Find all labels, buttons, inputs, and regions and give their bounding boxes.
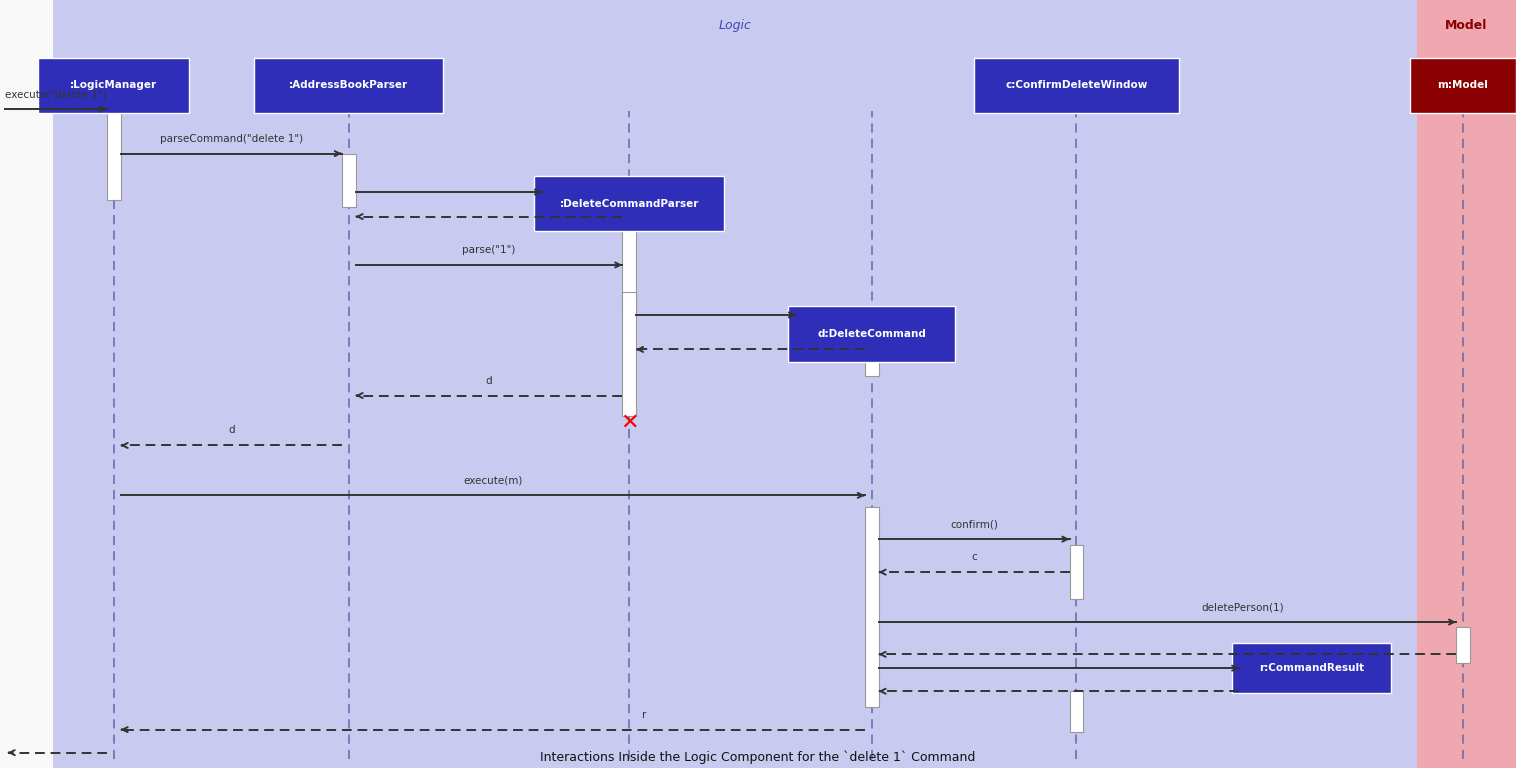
Text: deletePerson(1): deletePerson(1) [1202, 602, 1284, 612]
Text: confirm(): confirm() [951, 519, 998, 529]
Text: parseCommand("delete 1"): parseCommand("delete 1") [159, 134, 303, 144]
Bar [343, 154, 355, 207]
Text: execute(m): execute(m) [462, 475, 523, 485]
Bar [1070, 691, 1082, 732]
Text: :DeleteCommandParser: :DeleteCommandParser [559, 198, 699, 209]
Text: r:CommandResult: r:CommandResult [1258, 663, 1364, 674]
Text: :LogicManager: :LogicManager [70, 80, 158, 91]
Bar [1070, 545, 1082, 599]
Text: c: c [972, 552, 976, 562]
Text: c:ConfirmDeleteWindow: c:ConfirmDeleteWindow [1005, 80, 1148, 91]
FancyBboxPatch shape [534, 176, 725, 231]
Text: Interactions Inside the Logic Component for the `delete 1` Command: Interactions Inside the Logic Component … [540, 750, 976, 764]
Bar [864, 507, 879, 707]
FancyBboxPatch shape [1231, 644, 1392, 693]
FancyBboxPatch shape [1410, 58, 1516, 113]
Text: m:Model: m:Model [1437, 80, 1489, 91]
Text: Logic: Logic [719, 19, 752, 32]
FancyBboxPatch shape [38, 58, 190, 113]
FancyBboxPatch shape [255, 58, 443, 113]
FancyBboxPatch shape [788, 306, 955, 362]
Text: d: d [227, 425, 235, 435]
Text: d:DeleteCommand: d:DeleteCommand [817, 329, 926, 339]
Text: :AddressBookParser: :AddressBookParser [290, 80, 408, 91]
Text: parse("1"): parse("1") [462, 245, 515, 255]
Text: d: d [485, 376, 493, 386]
Bar [864, 315, 879, 376]
Bar [106, 110, 120, 200]
Bar [1417, 0, 1516, 768]
Bar [622, 192, 637, 309]
Text: Model: Model [1445, 19, 1487, 32]
Text: r: r [643, 710, 646, 720]
Bar [1455, 627, 1469, 663]
Text: execute("delete 1"): execute("delete 1") [5, 90, 106, 100]
Bar [622, 292, 637, 416]
Text: ✕: ✕ [620, 412, 638, 432]
FancyBboxPatch shape [973, 58, 1179, 113]
